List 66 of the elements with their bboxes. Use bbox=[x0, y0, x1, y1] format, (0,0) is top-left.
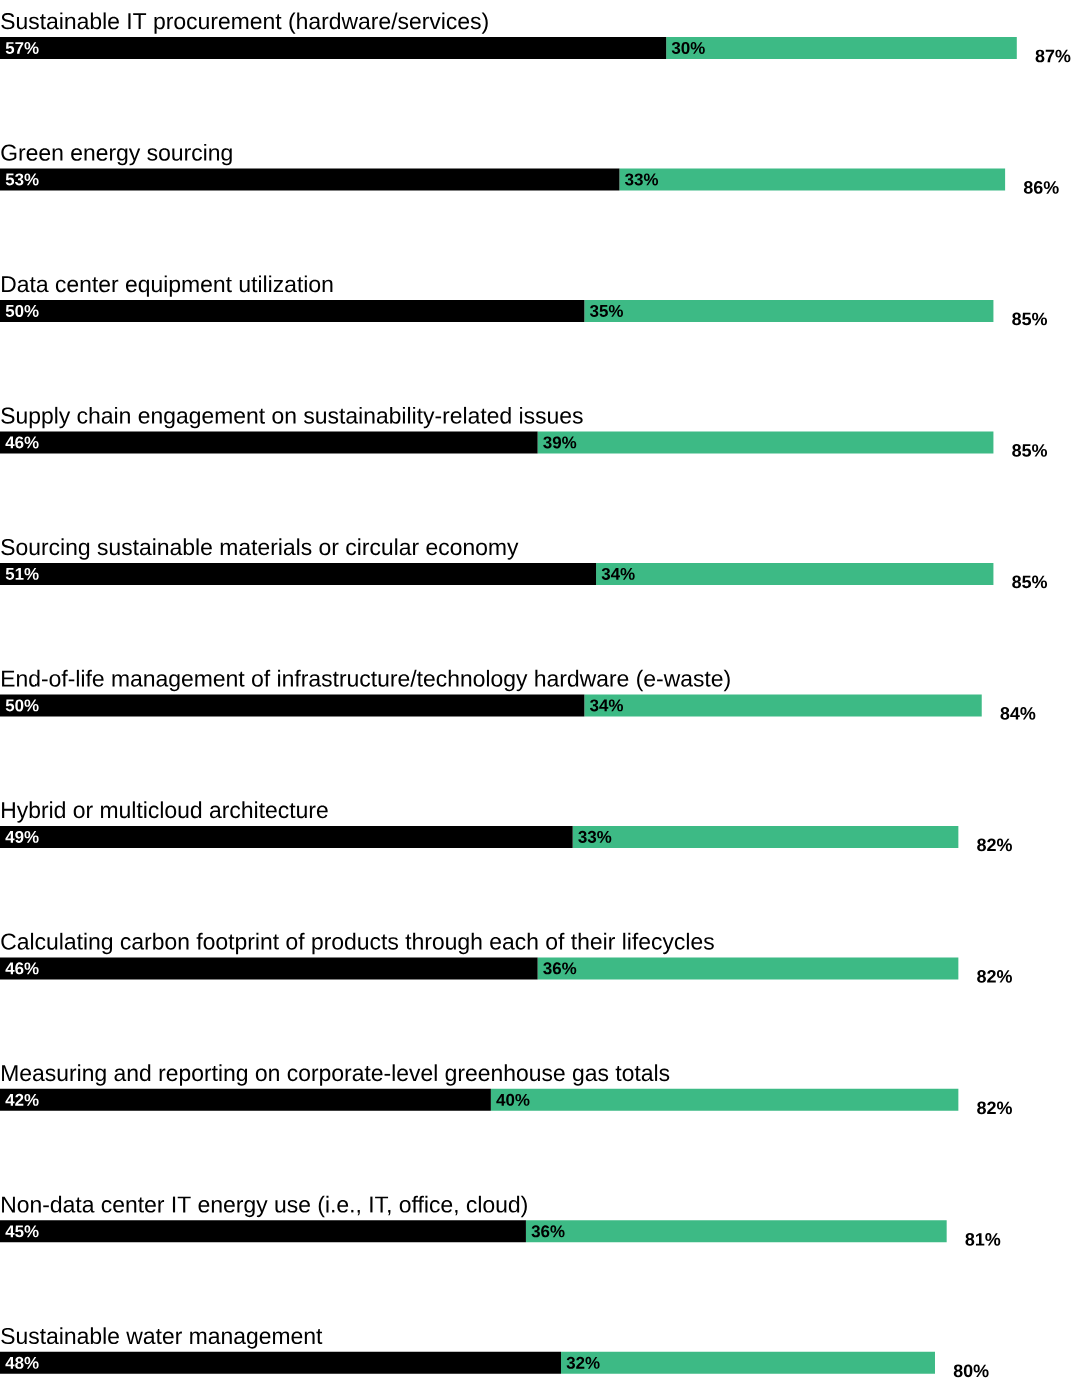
total-label: 84% bbox=[1000, 707, 1036, 720]
total-label: 85% bbox=[1012, 312, 1048, 326]
data-label: 36% bbox=[531, 1225, 565, 1238]
y-tick-label: Sustainable IT procurement (hardware/services) bbox=[1, 12, 488, 34]
bar bbox=[0, 825, 573, 848]
data-label: 33% bbox=[625, 173, 659, 186]
total-label: 87% bbox=[1035, 49, 1071, 63]
bar bbox=[596, 562, 994, 585]
data-label: 49% bbox=[5, 830, 39, 843]
y-tick-label: Sustainable water management bbox=[1, 1327, 323, 1349]
data-label: 34% bbox=[589, 699, 624, 712]
bar bbox=[0, 1220, 526, 1243]
bar bbox=[0, 168, 620, 191]
total-label: 80% bbox=[953, 1364, 989, 1378]
bar bbox=[0, 694, 585, 717]
y-tick-label: Data center equipment utilization bbox=[2, 275, 333, 297]
total-label: 82% bbox=[977, 1101, 1012, 1115]
data-label: 50% bbox=[5, 699, 39, 712]
data-label: 33% bbox=[578, 830, 612, 843]
bar bbox=[0, 431, 538, 454]
bar bbox=[490, 1088, 959, 1111]
data-label: 36% bbox=[543, 962, 577, 975]
y-tick-label: Non-data center IT energy use (i.e., IT, office, cloud) bbox=[2, 1195, 527, 1218]
total-label: 86% bbox=[1023, 181, 1059, 194]
total-label: 85% bbox=[1012, 444, 1048, 457]
bar bbox=[537, 431, 994, 454]
total-label: 85% bbox=[1012, 575, 1048, 589]
bar bbox=[525, 1220, 947, 1243]
data-label: 53% bbox=[5, 173, 39, 186]
bar bbox=[0, 299, 585, 322]
data-label: 46% bbox=[5, 962, 39, 975]
data-label: 40% bbox=[496, 1093, 530, 1106]
bar bbox=[584, 299, 994, 322]
data-label: 34% bbox=[601, 567, 635, 580]
y-tick-label: Green energy sourcing bbox=[1, 143, 232, 166]
total-label: 81% bbox=[965, 1232, 1001, 1246]
data-label: 39% bbox=[543, 436, 577, 449]
data-label: 30% bbox=[671, 41, 705, 54]
bar bbox=[0, 957, 538, 980]
bar bbox=[666, 36, 1017, 59]
total-label: 82% bbox=[977, 970, 1012, 983]
data-label: 46% bbox=[5, 436, 39, 449]
data-label: 35% bbox=[589, 304, 624, 317]
data-label: 50% bbox=[5, 304, 39, 317]
bar bbox=[0, 1351, 561, 1374]
bar bbox=[572, 825, 959, 848]
bar bbox=[0, 36, 667, 59]
y-tick-label: Supply chain engagement on sustainability-related issues bbox=[1, 406, 583, 429]
bar bbox=[537, 957, 959, 980]
bar bbox=[0, 562, 597, 585]
data-label: 45% bbox=[5, 1225, 39, 1238]
data-label: 32% bbox=[566, 1356, 600, 1369]
bar bbox=[560, 1351, 935, 1374]
data-label: 57% bbox=[5, 42, 39, 54]
y-tick-label: Measuring and reporting on corporate-level greenhouse gas totals bbox=[2, 1064, 670, 1086]
y-tick-label: Calculating carbon footprint of products through each of their lifecycles bbox=[1, 932, 714, 955]
y-tick-label: Hybrid or multicloud architecture bbox=[2, 801, 328, 823]
bar bbox=[619, 168, 1006, 191]
data-label: 48% bbox=[5, 1356, 39, 1369]
data-label: 51% bbox=[5, 567, 39, 580]
y-tick-label: End-of-life management of infrastructure/technology hardware (e-waste) bbox=[2, 669, 730, 692]
bar bbox=[0, 1088, 491, 1111]
total-label: 82% bbox=[977, 838, 1012, 852]
y-tick-label: Sourcing sustainable materials or circular economy bbox=[1, 538, 519, 560]
data-label: 42% bbox=[5, 1093, 39, 1106]
bar bbox=[584, 694, 982, 717]
